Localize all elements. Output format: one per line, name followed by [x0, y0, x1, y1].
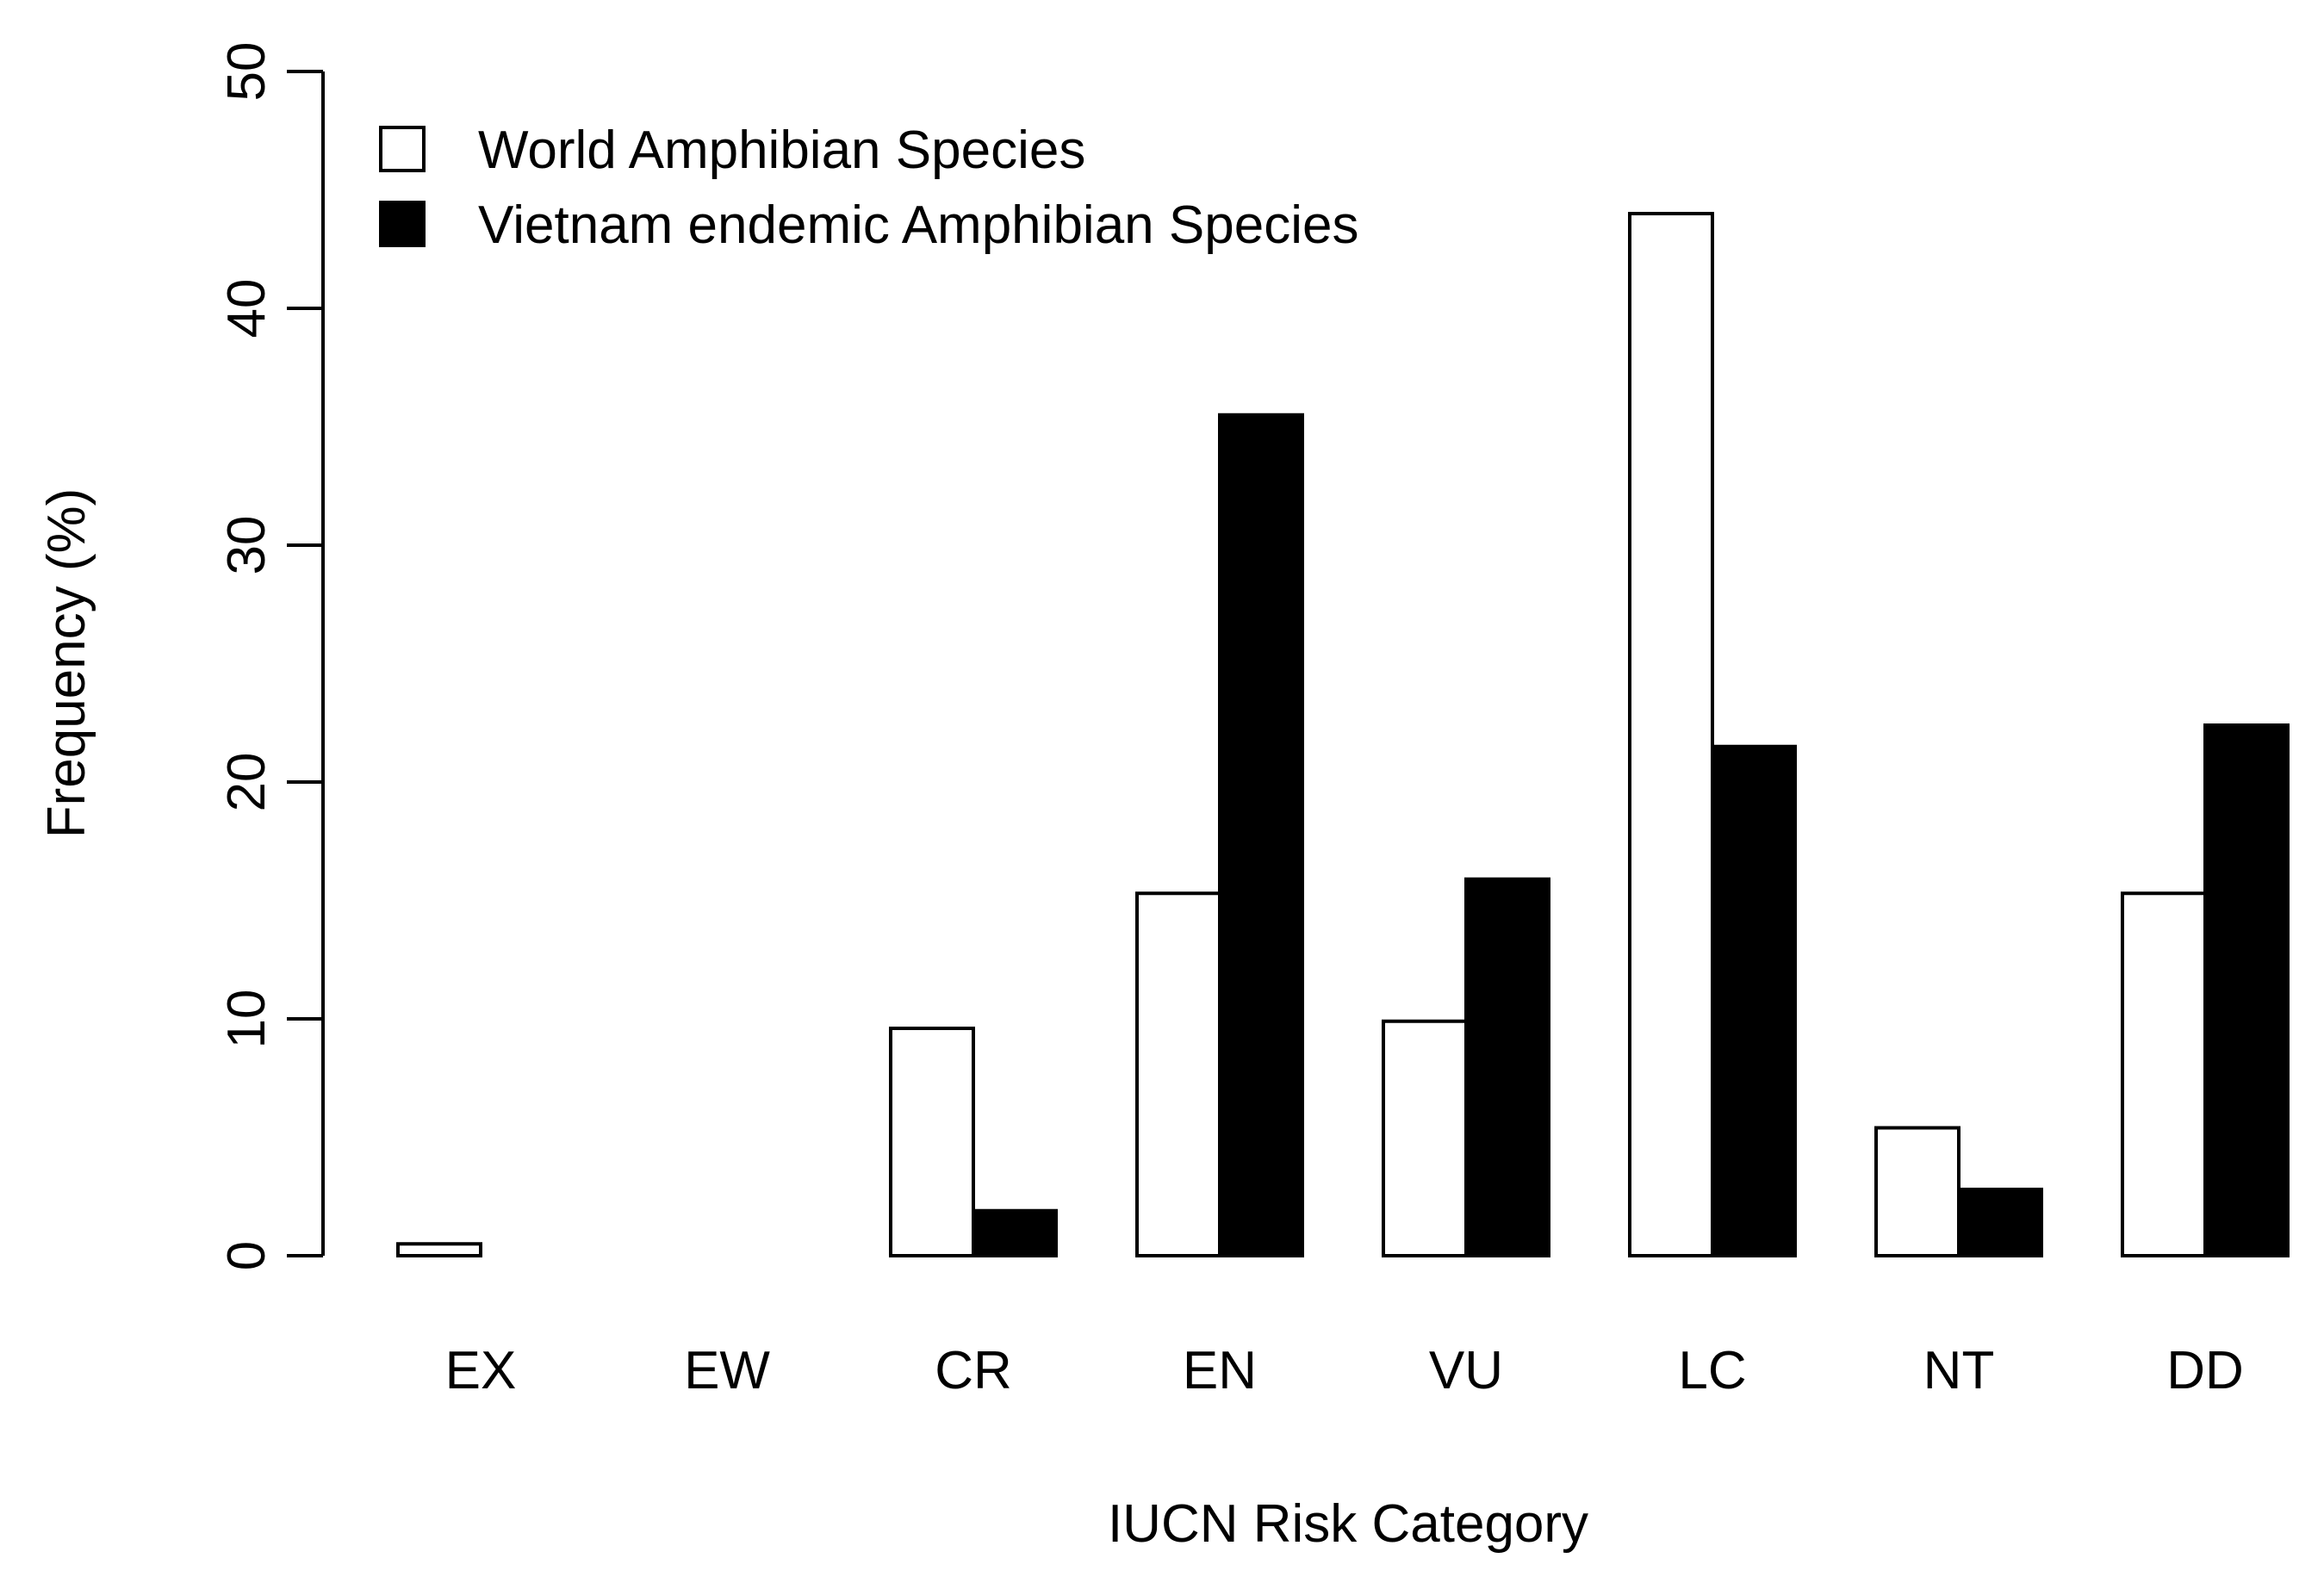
- legend-swatch-2: [379, 201, 426, 247]
- y-tick-label: 30: [217, 516, 277, 575]
- x-tick-label: NT: [1923, 1341, 1995, 1400]
- x-tick-labels: EX EW CR EN VU LC NT DD: [445, 1341, 2244, 1400]
- x-axis-title: IUCN Risk Category: [1108, 1494, 1588, 1554]
- x-tick-label: VU: [1429, 1341, 1503, 1400]
- bar-lc-series-1: [1628, 212, 1714, 1257]
- legend: World Amphibian Species Vietnam endemic A…: [379, 121, 1358, 255]
- bar-en-series-1: [1135, 891, 1221, 1257]
- bar-lc-series-2: [1711, 744, 1797, 1257]
- legend-label-1: World Amphibian Species: [478, 121, 1085, 180]
- bar-vu-series-1: [1382, 1019, 1468, 1257]
- x-tick-label: DD: [2166, 1341, 2244, 1400]
- bars: [396, 212, 2290, 1257]
- x-tick-label: EW: [684, 1341, 770, 1400]
- y-tick-label: 40: [217, 279, 277, 338]
- y-axis-title: Frequency (%): [37, 488, 96, 839]
- bar-cr-series-2: [972, 1208, 1058, 1257]
- legend-swatch-1: [379, 126, 426, 172]
- bar-cr-series-1: [889, 1027, 975, 1257]
- x-tick-label: CR: [935, 1341, 1012, 1400]
- bar-vu-series-2: [1464, 877, 1550, 1257]
- x-tick-label: EN: [1183, 1341, 1257, 1400]
- y-axis: 0 10 20 30 40 50: [217, 42, 325, 1270]
- y-tick-label: 10: [217, 990, 277, 1049]
- bar-dd-series-1: [2121, 891, 2207, 1257]
- bar-nt-series-2: [1957, 1188, 2043, 1257]
- y-tick-label: 50: [217, 42, 277, 102]
- x-tick-label: LC: [1678, 1341, 1746, 1400]
- y-tick-label: 0: [217, 1241, 277, 1270]
- x-tick-label: EX: [445, 1341, 517, 1400]
- y-tick-label: 20: [217, 753, 277, 812]
- bar-dd-series-2: [2203, 723, 2290, 1257]
- bar-nt-series-1: [1874, 1126, 1960, 1257]
- bar-ex-series-1: [396, 1242, 482, 1257]
- bar-en-series-2: [1218, 413, 1304, 1257]
- legend-label-2: Vietnam endemic Amphibian Species: [478, 196, 1358, 255]
